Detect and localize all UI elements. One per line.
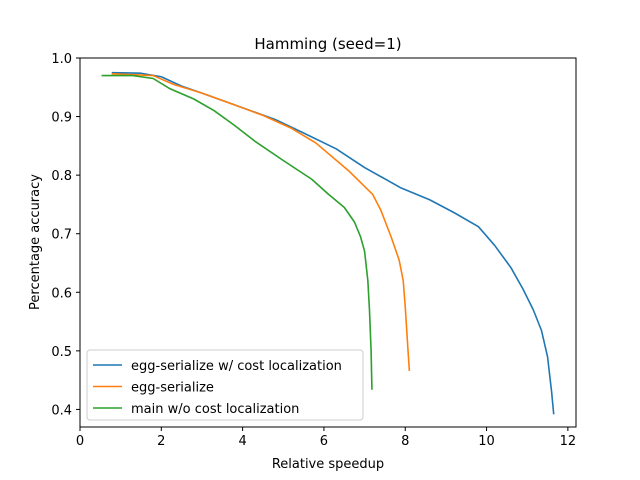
legend-label-1: egg-serialize w/ cost localization (131, 359, 342, 374)
x-tick-label: 6 (320, 434, 328, 449)
y-tick-label: 0.4 (51, 403, 72, 418)
legend: egg-serialize w/ cost localization egg-se… (86, 349, 364, 421)
legend-label-3: main w/o cost localization (131, 402, 299, 417)
x-tick-label: 4 (238, 434, 246, 449)
y-tick-label: 0.9 (51, 111, 72, 126)
x-tick-label: 2 (157, 434, 165, 449)
plot-frame (79, 57, 577, 428)
x-axis-label: Relative speedup (272, 457, 384, 472)
legend-label-2: egg-serialize (131, 381, 214, 396)
series-line-3 (101, 74, 373, 390)
y-tick-label: 0.5 (51, 345, 72, 360)
series-line-2 (111, 72, 411, 372)
x-tick-label: 8 (401, 434, 409, 449)
y-tick-label: 0.7 (51, 228, 72, 243)
chart-title: Hamming (seed=1) (254, 35, 401, 53)
x-tick-label: 10 (478, 434, 495, 449)
y-tick-label: 0.6 (51, 286, 72, 301)
y-tick-label: 1.0 (51, 52, 72, 67)
x-axis: 0 2 4 6 8 10 12 (76, 427, 576, 449)
y-axis: 0.4 0.5 0.6 0.7 0.8 0.9 1.0 (51, 52, 80, 418)
legend-box (86, 349, 364, 421)
y-tick-label: 0.8 (51, 169, 72, 184)
y-axis-label: Percentage accuracy (28, 174, 43, 310)
x-tick-label: 12 (560, 434, 577, 449)
x-tick-label: 0 (76, 434, 84, 449)
plot-area (101, 71, 555, 415)
